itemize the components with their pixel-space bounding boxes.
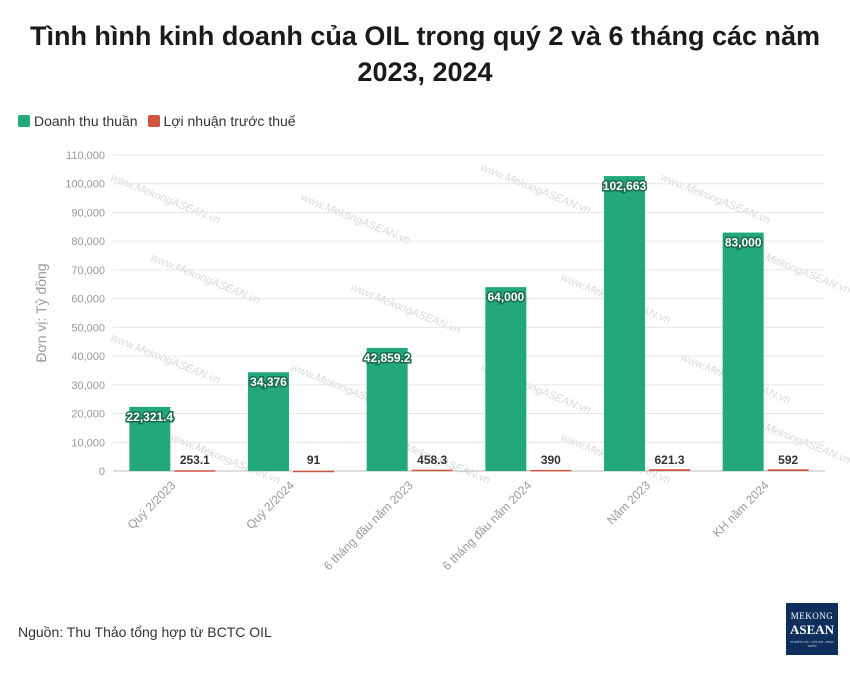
bar-revenue xyxy=(129,406,171,471)
data-label-revenue: 83,000 xyxy=(725,236,762,250)
bar-revenue xyxy=(366,347,408,471)
data-label-profit: 253.1 xyxy=(180,453,210,467)
y-tick-label: 0 xyxy=(99,466,105,478)
bar-revenue xyxy=(604,176,645,471)
data-label-profit: 592 xyxy=(778,453,798,467)
y-tick-label: 10,000 xyxy=(71,437,105,449)
y-tick-label: 110,000 xyxy=(66,150,105,162)
chart-title-line1: Tình hình kinh doanh của OIL trong quý 2… xyxy=(29,21,821,51)
data-label-profit: 390 xyxy=(541,453,561,467)
y-tick-label: 70,000 xyxy=(71,265,105,277)
y-tick-label: 20,000 xyxy=(71,409,105,421)
watermark-text: www.MekongASEAN.vn xyxy=(349,282,462,337)
bar-profit xyxy=(174,470,216,472)
legend-swatch-revenue xyxy=(18,115,30,127)
bar-profit xyxy=(293,470,334,473)
y-tick-label: 50,000 xyxy=(71,322,105,334)
mekong-asean-logo: MEKONG ASEAN NGHIÊN CỨU - KẾT NỐI - PHÁT… xyxy=(786,603,838,655)
data-label-revenue: 42,859.2 xyxy=(364,351,411,365)
data-label-profit: 621.3 xyxy=(654,453,684,467)
y-tick-label: 60,000 xyxy=(71,294,105,306)
legend-label-profit: Lợi nhuận trước thuế xyxy=(163,113,296,129)
data-label-revenue: 34,376 xyxy=(250,375,287,389)
y-tick-label: 100,000 xyxy=(65,179,105,191)
watermark-text: www.MekongASEAN.vn xyxy=(109,172,222,227)
x-tick-label: 6 tháng đầu năm 2023 xyxy=(321,478,416,573)
data-label-revenue: 22,321.4 xyxy=(126,410,173,424)
legend-label-revenue: Doanh thu thuần xyxy=(34,113,138,129)
bar-profit xyxy=(767,469,809,471)
data-label-revenue: 64,000 xyxy=(487,290,524,304)
y-axis-label: Đơn vị: Tỷ đồng xyxy=(33,263,49,362)
data-label-profit: 458.3 xyxy=(417,453,447,467)
y-tick-label: 90,000 xyxy=(71,207,105,219)
x-tick-label: Quý 2/2023 xyxy=(125,478,179,532)
y-tick-label: 30,000 xyxy=(71,380,105,392)
bar-chart: www.MekongASEAN.vn www.MekongASEAN.vn www.… xyxy=(33,150,850,573)
x-tick-label: Quý 2/2024 xyxy=(243,478,297,532)
legend-item-revenue[interactable]: Doanh thu thuần xyxy=(18,113,138,129)
watermark-text: www.MekongASEAN.vn xyxy=(479,162,592,217)
bar-profit xyxy=(649,469,690,471)
source-note: Nguồn: Thu Thảo tổng hợp từ BCTC OIL xyxy=(18,624,272,640)
bar-revenue xyxy=(485,287,527,471)
bar-profit xyxy=(530,469,572,472)
logo-line2: ASEAN xyxy=(789,622,835,637)
watermark-text: www.MekongASEAN.vn xyxy=(299,192,412,247)
watermark-text: www.MekongASEAN.vn xyxy=(659,172,772,227)
y-tick-label: 80,000 xyxy=(71,236,105,248)
bar-revenue xyxy=(248,372,289,471)
logo-line3: NGHIÊN CỨU - KẾT NỐI - PHÁT TRIỂN xyxy=(790,640,834,648)
logo-line1: MEKONG xyxy=(790,611,834,621)
x-tick-label: KH năm 2024 xyxy=(710,478,772,540)
watermark-text: www.MekongASEAN.vn xyxy=(109,332,222,387)
data-label-revenue: 102,663 xyxy=(603,179,647,193)
data-label-profit: 91 xyxy=(307,453,321,467)
x-tick-label: 6 tháng đầu năm 2024 xyxy=(440,478,535,573)
bar-profit xyxy=(411,469,453,472)
chart-legend: Doanh thu thuần Lợi nhuận trước thuế xyxy=(18,113,306,129)
legend-item-profit[interactable]: Lợi nhuận trước thuế xyxy=(147,113,296,129)
chart-title: Tình hình kinh doanh của OIL trong quý 2… xyxy=(0,18,850,90)
chart-title-line2: 2023, 2024 xyxy=(357,57,493,87)
bar-revenue xyxy=(722,232,764,471)
legend-swatch-profit xyxy=(147,115,160,127)
x-tick-label: Năm 2023 xyxy=(604,478,653,527)
y-tick-label: 40,000 xyxy=(71,351,105,363)
